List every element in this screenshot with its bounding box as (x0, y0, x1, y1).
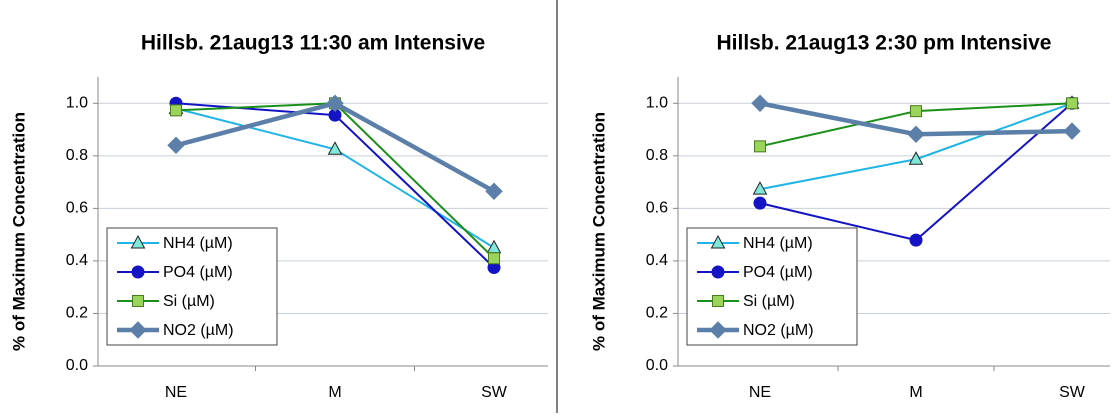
marker (910, 105, 922, 118)
y-tick-label: 0.0 (66, 357, 88, 374)
y-tick-label: 0.4 (646, 252, 668, 269)
marker (327, 141, 343, 155)
y-tick-label: 0.6 (646, 200, 668, 217)
y-tick-label: 1.0 (646, 94, 668, 111)
marker (170, 104, 182, 117)
legend-marker (710, 234, 726, 249)
x-tick-label: NE (165, 384, 187, 401)
legend: NH4 (µM) PO4 (µM) Si (µM) NO2 (µM) (106, 227, 278, 346)
legend-marker (131, 265, 145, 279)
legend-label: Si (µM) (163, 293, 215, 310)
legend: NH4 (µM) PO4 (µM) Si (µM) NO2 (µM) (686, 227, 858, 346)
y-tick-label: 0.6 (66, 200, 88, 217)
marker (488, 252, 500, 265)
marker (1063, 122, 1081, 140)
legend-marker (709, 321, 727, 339)
legend-marker (711, 265, 725, 279)
legend-label: PO4 (µM) (743, 264, 813, 281)
marker (754, 140, 766, 153)
x-tick-label: SW (481, 384, 508, 401)
legend-label: Si (µM) (743, 293, 795, 310)
legend-label: PO4 (µM) (163, 264, 233, 281)
legend-label: NO2 (µM) (163, 322, 234, 339)
marker (752, 181, 768, 195)
legend-marker (129, 321, 147, 339)
chart-title: Hillsb. 21aug13 11:30 am Intensive (141, 32, 485, 55)
marker (909, 233, 923, 247)
y-axis-label: % of Maximum Concentration (9, 112, 28, 351)
y-axis-label: % of Maximum Concentration (589, 112, 608, 351)
marker (326, 94, 344, 112)
legend-label: NO2 (µM) (743, 322, 814, 339)
marker (753, 196, 767, 210)
y-tick-label: 0.8 (646, 147, 668, 164)
y-tick-label: 0.2 (646, 305, 668, 322)
y-tick-label: 0.8 (66, 147, 88, 164)
marker (1066, 97, 1078, 110)
marker (907, 125, 925, 143)
chart-panel: Hillsb. 21aug13 11:30 am Intensive % of M… (9, 32, 548, 401)
y-tick-label: 1.0 (66, 94, 88, 111)
marker (167, 136, 185, 155)
y-tick-label: 0.0 (646, 357, 668, 374)
legend-label: NH4 (µM) (163, 235, 233, 252)
marker (485, 182, 503, 200)
x-tick-label: NE (749, 384, 771, 401)
legend-marker (130, 234, 146, 249)
legend-label: NH4 (µM) (743, 235, 813, 252)
x-tick-label: SW (1059, 384, 1086, 401)
y-tick-label: 0.2 (66, 305, 88, 322)
legend-marker (712, 295, 724, 307)
chart-panel: Hillsb. 21aug13 2:30 pm Intensive % of Ma… (589, 32, 1110, 401)
marker (908, 151, 924, 165)
x-tick-label: M (909, 384, 922, 401)
legend-marker (132, 295, 144, 307)
y-tick-label: 0.4 (66, 252, 88, 269)
chart-title: Hillsb. 21aug13 2:30 pm Intensive (717, 32, 1052, 55)
marker (751, 94, 769, 112)
x-tick-label: M (328, 384, 341, 401)
